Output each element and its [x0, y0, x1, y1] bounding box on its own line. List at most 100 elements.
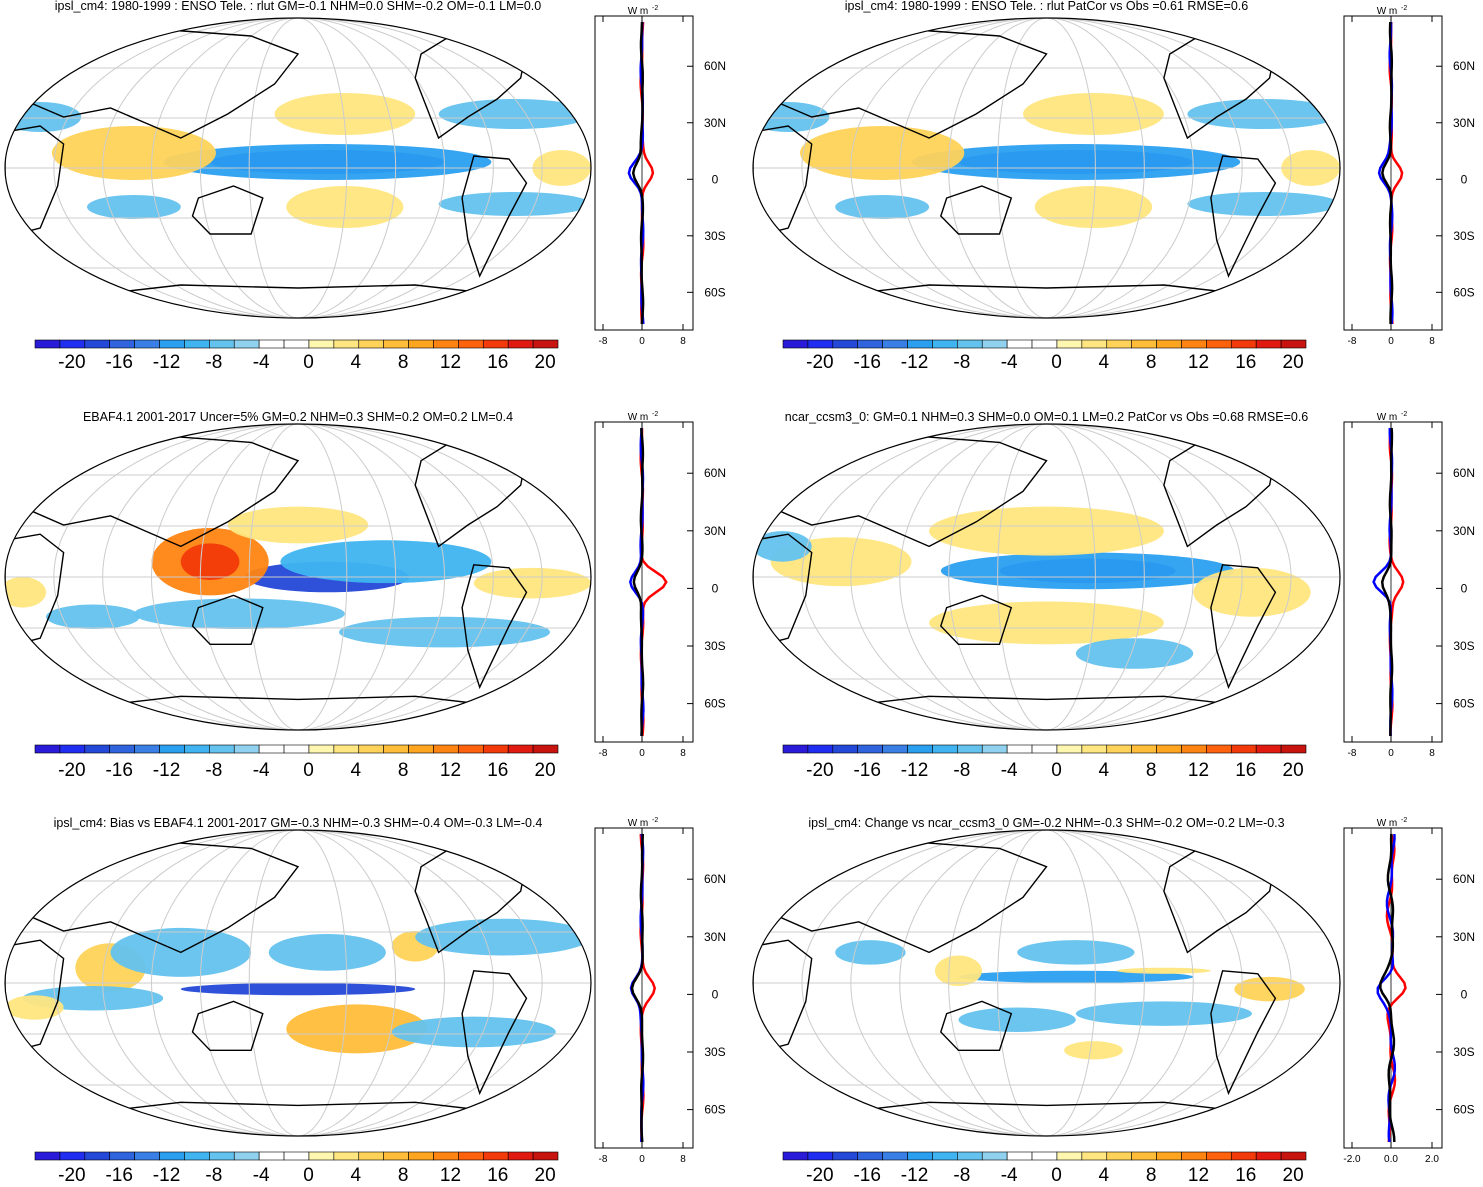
colorbar-swatch [782, 339, 809, 349]
colorbar-label: 16 [487, 760, 508, 781]
colorbar-swatch [458, 339, 484, 349]
colorbar-swatch [408, 339, 434, 349]
colorbar-swatch [482, 1151, 509, 1161]
colorbar-swatch [159, 744, 185, 754]
colorbar-label: 4 [351, 352, 362, 373]
colorbar-swatch [59, 1151, 86, 1161]
colorbar-swatch [408, 744, 434, 754]
colorbar-swatch [1280, 339, 1307, 349]
zonal-unit-exponent: -2 [1401, 817, 1407, 824]
colorbar-swatch [1081, 1151, 1108, 1161]
colorbar-swatch [932, 744, 958, 754]
zonal-xtick-label: 0.0 [1384, 1154, 1398, 1165]
colorbar-swatch [1280, 1151, 1307, 1161]
colorbar-swatch [1131, 1151, 1157, 1161]
zonal-xtick-label: -8 [599, 748, 608, 759]
colorbar-swatch [84, 744, 111, 754]
anomaly-region [51, 126, 216, 180]
colorbar-swatch [907, 744, 933, 754]
colorbar-swatch [383, 744, 409, 754]
colorbar-swatch [1131, 744, 1157, 754]
anomaly-region [1193, 567, 1311, 617]
colorbar-swatch [1255, 744, 1282, 754]
colorbar-swatch [1181, 744, 1207, 754]
colorbar-label: -16 [853, 760, 880, 781]
anomaly-region [180, 543, 240, 581]
colorbar-swatch [1230, 339, 1257, 349]
colorbar-swatch [1006, 744, 1033, 754]
colorbar-swatch [233, 1151, 260, 1161]
latitude-label: 60S [1453, 285, 1474, 299]
colorbar-label: 16 [1235, 760, 1256, 781]
colorbar-swatch [1206, 1151, 1232, 1161]
colorbar-swatch [258, 1151, 285, 1161]
colorbar-swatch [1031, 339, 1058, 349]
latitude-label: 30N [704, 524, 726, 538]
coastline [823, 284, 1270, 298]
zonal-xtick-label: -8 [599, 1154, 608, 1165]
colorbar-swatch [34, 339, 61, 349]
anomaly-region [180, 983, 416, 996]
colorbar-swatch [1255, 339, 1282, 349]
latitude-label: 60S [704, 1103, 725, 1117]
zonal-xtick-label: 0 [639, 748, 645, 759]
colorbar-swatch [907, 1151, 933, 1161]
colorbar-label: -8 [205, 1165, 222, 1186]
zonal-unit-exponent: -2 [652, 411, 658, 418]
anomaly-region [1187, 99, 1340, 129]
colorbar-swatch [433, 744, 459, 754]
colorbar-swatch [857, 339, 883, 349]
colorbar-swatch [458, 744, 484, 754]
colorbar-label: -8 [953, 352, 970, 373]
latitude-label: 30N [1453, 524, 1475, 538]
colorbar-swatch [134, 744, 160, 754]
colorbar-label: 8 [398, 352, 409, 373]
colorbar-swatch [832, 339, 859, 349]
colorbar-label: 0 [1051, 760, 1062, 781]
colorbar-label: -16 [105, 760, 132, 781]
colorbar-swatch [333, 744, 360, 754]
colorbar-label: -12 [153, 760, 180, 781]
colorbar-swatch [233, 339, 260, 349]
coastline [823, 695, 1270, 710]
colorbar-label: -8 [205, 352, 222, 373]
latitude-label: 0 [1461, 581, 1468, 595]
colorbar-label: -16 [853, 1165, 880, 1186]
colorbar-swatch [1006, 1151, 1033, 1161]
colorbar-swatch [408, 1151, 434, 1161]
anomaly-region [929, 601, 1164, 645]
colorbar-swatch [882, 339, 908, 349]
zonal-mean-curve [632, 427, 645, 737]
latitude-label: 30S [1453, 1045, 1474, 1059]
colorbar-swatch [507, 744, 534, 754]
colorbar-label: -20 [58, 352, 85, 373]
colorbar-label: 20 [535, 1165, 556, 1186]
zonal-mean-plot: -8 0 8 W m -2 60N 30N 0 30S 60S [1343, 411, 1475, 759]
colorbar-swatch [308, 1151, 335, 1161]
anomaly-region [473, 567, 591, 599]
colorbar-label: -4 [1001, 352, 1018, 373]
colorbar-swatch [433, 1151, 459, 1161]
colorbar-label: 12 [1188, 760, 1209, 781]
zonal-mean-curve [1385, 833, 1407, 1143]
latitude-label: 30N [704, 116, 726, 130]
colorbar-swatch [1206, 744, 1232, 754]
latitude-label: 60N [1453, 466, 1475, 480]
latitude-label: 60N [704, 59, 726, 73]
colorbar-swatch [981, 339, 1008, 349]
anomaly-region [911, 144, 1241, 180]
latitude-label: 0 [1461, 987, 1468, 1001]
colorbar-swatch [1230, 744, 1257, 754]
colorbar-label: -4 [253, 1165, 270, 1186]
zonal-xtick-label: -8 [1348, 336, 1357, 347]
colorbar-swatch [333, 339, 360, 349]
colorbar-label: 20 [1283, 352, 1304, 373]
latitude-label: 60N [1453, 59, 1475, 73]
colorbar-swatch [333, 1151, 360, 1161]
coastline [1210, 564, 1277, 690]
colorbar-label: -12 [901, 760, 928, 781]
colorbar-swatch [59, 744, 86, 754]
map-field [5, 424, 591, 730]
colorbar-label: -16 [853, 352, 880, 373]
colorbar-swatch [1056, 744, 1083, 754]
